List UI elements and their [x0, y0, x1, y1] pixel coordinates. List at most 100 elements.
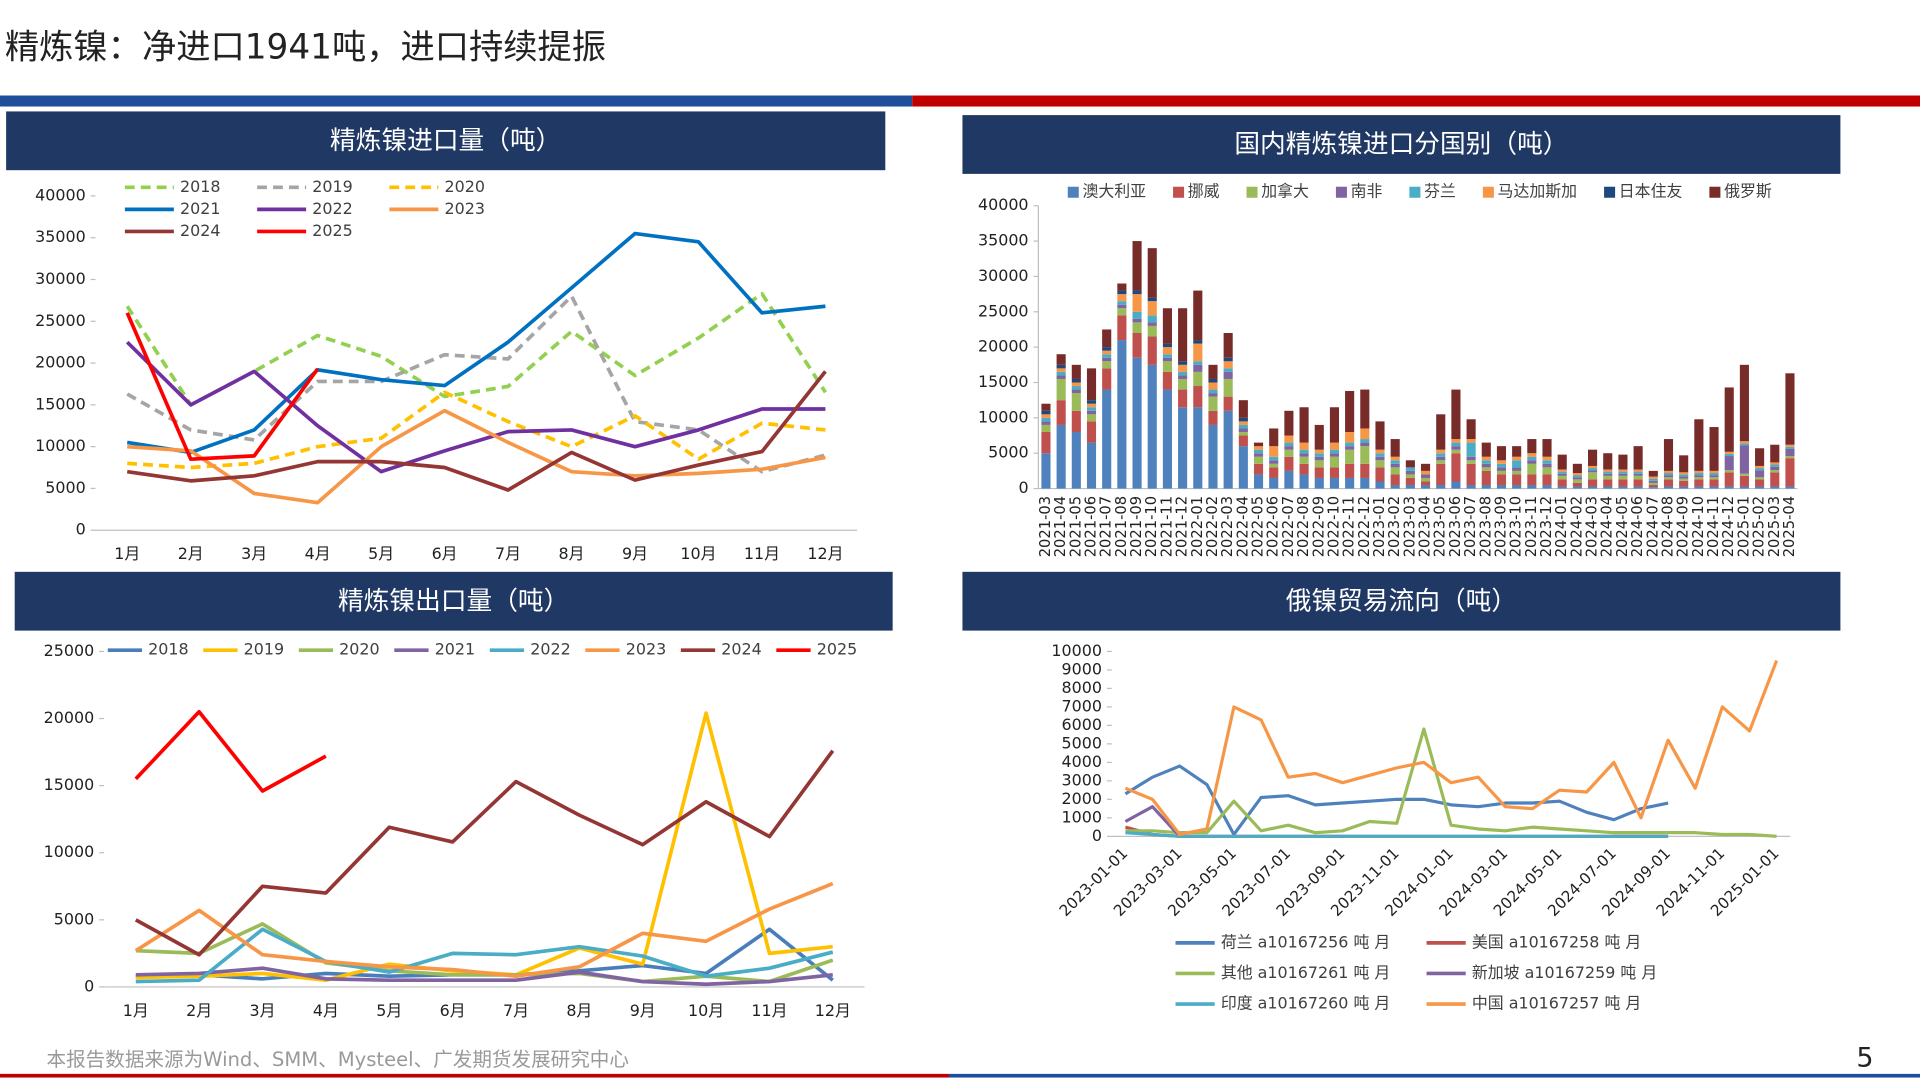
bar-segment — [1451, 449, 1461, 454]
bar-segment — [1709, 479, 1719, 487]
bar-segment — [1208, 389, 1218, 394]
bar-segment — [1071, 410, 1081, 433]
bar-segment — [1086, 442, 1097, 489]
x-tick-label: 2023-08 — [1477, 496, 1494, 557]
top-band-blue — [0, 95, 913, 107]
bar-segment — [1162, 371, 1172, 390]
bar-segment — [1238, 446, 1248, 489]
bar-segment — [1102, 389, 1112, 489]
bar-segment — [1572, 475, 1582, 478]
y-tick-label: 0 — [76, 520, 86, 539]
legend-label: 日本住友 — [1619, 182, 1683, 201]
bar-segment — [1162, 308, 1172, 344]
bar-segment — [1679, 472, 1689, 475]
bar-segment — [1117, 304, 1127, 309]
x-tick-label: 2021-10 — [1143, 496, 1160, 557]
legend-swatch — [1173, 186, 1185, 198]
bar-segment — [1208, 424, 1218, 489]
bar-segment — [1390, 474, 1400, 486]
bar-segment — [1041, 410, 1051, 415]
bar-segment — [1481, 460, 1491, 464]
bar-segment — [1785, 373, 1795, 445]
bar-segment — [1420, 470, 1431, 475]
bar-segment — [1633, 486, 1643, 489]
series-line — [125, 312, 320, 462]
bar-segment — [1223, 357, 1233, 362]
bar-segment — [1527, 439, 1537, 454]
bar-segment — [1572, 473, 1582, 476]
legend-label: 美国 a10167258 吨 月 — [1472, 932, 1642, 951]
bar-segment — [1314, 460, 1324, 468]
y-tick-label: 10000 — [978, 407, 1029, 426]
bar-segment — [1071, 378, 1081, 383]
x-tick-label: 2月 — [178, 544, 204, 563]
series-line — [125, 291, 827, 407]
bar-segment — [1770, 462, 1780, 465]
x-tick-label: 2021-08 — [1113, 496, 1130, 557]
x-tick-label: 2024-08 — [1659, 496, 1676, 557]
bar-segment — [1436, 414, 1446, 450]
bar-segment — [1557, 469, 1567, 472]
bar-segment — [1663, 470, 1674, 474]
bar-segment — [1162, 354, 1172, 358]
bar-segment — [1557, 475, 1567, 480]
bar-segment — [1299, 407, 1309, 443]
bar-segment — [1269, 477, 1279, 489]
x-tick-label: 2024-02 — [1568, 496, 1585, 557]
legend-label: 荷兰 a10167256 吨 月 — [1221, 932, 1391, 951]
bar-segment — [1739, 445, 1749, 474]
bar-segment — [1512, 460, 1522, 468]
bar-segment — [1223, 378, 1233, 397]
x-tick-label: 2021-04 — [1052, 496, 1069, 557]
bar-segment — [1162, 361, 1172, 372]
x-tick-label: 2021-06 — [1083, 496, 1100, 557]
bar-segment — [1360, 446, 1370, 464]
bar-segment — [1724, 387, 1734, 452]
bar-segment — [1056, 354, 1066, 365]
bar-segment — [1724, 472, 1734, 487]
legend-label: 2024 — [180, 221, 220, 240]
x-tick-label: 3月 — [249, 1001, 275, 1020]
legend-label: 中国 a10167257 吨 月 — [1472, 994, 1642, 1013]
legend-label: 2023 — [626, 640, 666, 659]
bar-segment — [1375, 449, 1385, 454]
bar-segment — [1557, 479, 1567, 487]
x-tick-label: 2024-11 — [1705, 496, 1722, 557]
bar-segment — [1466, 485, 1476, 489]
bar-segment — [1512, 485, 1522, 489]
y-tick-label: 5000 — [1062, 733, 1102, 752]
bar-segment — [1071, 432, 1081, 489]
legend-label: 2019 — [312, 177, 352, 196]
bar-segment — [1360, 442, 1370, 447]
bar-segment — [1739, 441, 1749, 444]
bar-segment — [1284, 470, 1294, 489]
bar-segment — [1420, 485, 1431, 489]
x-tick-label: 2021-07 — [1098, 496, 1115, 557]
bar-segment — [1345, 432, 1355, 443]
bar-segment — [1314, 449, 1324, 454]
bar-segment — [1451, 442, 1461, 447]
bar-segment — [1527, 456, 1537, 461]
bar-segment — [1603, 469, 1613, 472]
bar-segment — [1466, 456, 1476, 461]
bar-segment — [1588, 465, 1598, 469]
legend-label: 2025 — [312, 221, 352, 240]
bar-segment — [1481, 467, 1491, 471]
y-tick-label: 15000 — [35, 394, 86, 413]
bar-segment — [1102, 357, 1112, 362]
bar-segment — [1542, 456, 1552, 461]
x-tick-label: 2022-07 — [1280, 496, 1297, 557]
chart-header — [962, 115, 1841, 174]
bar-segment — [1253, 453, 1264, 457]
bar-segment — [1056, 364, 1066, 369]
x-tick-label: 8月 — [566, 1001, 592, 1020]
bar-segment — [1648, 480, 1658, 483]
x-tick-label: 2022-10 — [1325, 496, 1342, 557]
bar-segment — [1542, 460, 1552, 464]
bar-segment — [1572, 463, 1582, 474]
bar-segment — [1132, 357, 1142, 489]
bar-segment — [1117, 283, 1127, 291]
chart-header — [14, 571, 893, 631]
bar-segment — [1284, 449, 1294, 457]
bar-segment — [1770, 466, 1780, 471]
